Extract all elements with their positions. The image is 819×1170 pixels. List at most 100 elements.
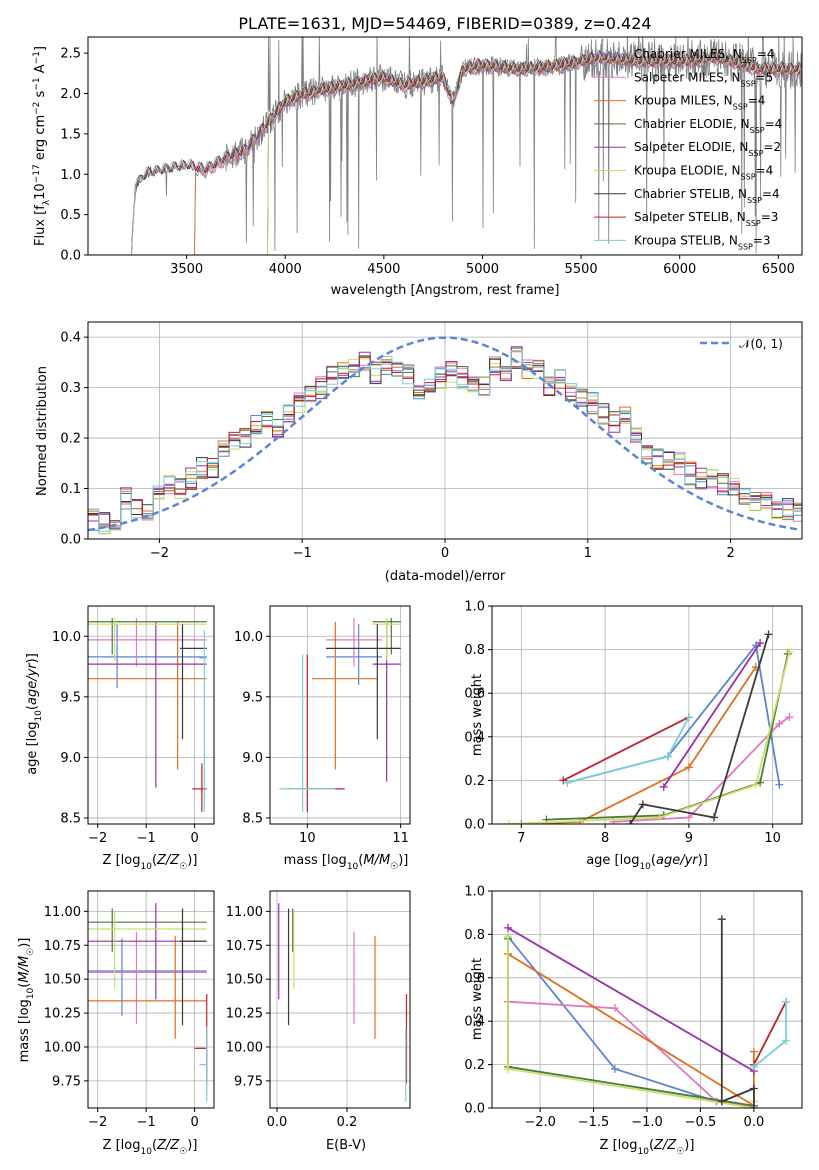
axes-residuals: −2 −1 0 1 2 0.0 0.1 0.2 0.3 0.4 [60, 321, 803, 561]
y-tick-label: 0.6 [464, 971, 485, 986]
plot-area [88, 618, 207, 812]
axes-mass_vs_ebv: 0.0 0.2 9.75 10.00 10.25 10.50 10.75 11.00 [226, 890, 411, 1130]
y-tick-label: 0.2 [464, 1058, 485, 1073]
weight-line-6 [508, 651, 791, 824]
axes-spectrum: 3500 4000 4500 5000 5500 6000 6500 0.0 0.5 1.0 1.5… [60, 36, 803, 277]
x-tick-label: −2 [88, 831, 107, 846]
weight-line-5 [663, 642, 761, 788]
legend-text: SSP [738, 242, 753, 251]
y-tick-label: 9.75 [52, 1074, 81, 1089]
legend-text: SSP [750, 125, 765, 134]
y-tick-label: 0.3 [60, 381, 81, 396]
legend-entry: Salpeter ELODIE, NSSP=2 [634, 140, 781, 158]
legend-text: Chabrier ELODIE, N [634, 117, 750, 131]
legend-entry: Chabrier STELIB, NSSP=4 [634, 187, 780, 205]
x-tick-label: 4000 [269, 262, 302, 277]
x-tick-label: 5500 [565, 262, 598, 277]
legend-entry: Salpeter MILES, NSSP=5 [634, 70, 773, 88]
weight-marker [775, 780, 784, 789]
text-part: 10 [140, 1147, 152, 1157]
x-tick-label: 3500 [170, 262, 203, 277]
y-axis-label: age [log10(age/yr)] [25, 653, 44, 775]
y-tick-label: 10.50 [44, 973, 81, 988]
text-part: ☉ [179, 862, 187, 872]
legend-text: Kroupa STELIB, N [634, 233, 738, 247]
text-part: ( [649, 1138, 654, 1153]
weight-marker [684, 763, 693, 772]
weight-marker [663, 752, 672, 761]
y-axis-label: Flux [fλ10−17 erg cm−2 s−1 A−1] [32, 46, 52, 246]
weight-marker [749, 1047, 758, 1056]
y-tick-label: 2.5 [60, 47, 81, 62]
y-tick-label: 10.25 [44, 1007, 81, 1022]
text-part: age [log [25, 722, 40, 775]
y-tick-label: 10.75 [226, 939, 263, 954]
legend-text: Chabrier MILES, N [634, 47, 742, 61]
text-part: 10 [34, 710, 44, 722]
weight-marker [563, 778, 572, 787]
text-part: λ [42, 199, 52, 205]
legend-text: SSP [741, 172, 756, 181]
text-part: M/M [363, 853, 390, 868]
y-tick-label: 1.5 [60, 127, 81, 142]
text-part: 10 [140, 862, 152, 872]
weight-marker [710, 813, 719, 822]
weight-marker [764, 630, 773, 639]
text-part: ( [651, 853, 656, 868]
weight-marker [684, 813, 693, 822]
model-spectrum-2 [194, 54, 802, 255]
weight-marker [717, 1097, 726, 1106]
legend-text: =4 [756, 164, 774, 178]
text-part: erg cm [33, 115, 48, 164]
legend-text: SSP [741, 79, 756, 88]
axes-frame [87, 890, 215, 1109]
y-tick-label: 0.0 [464, 1102, 485, 1117]
y-tick-label: 8.5 [242, 811, 263, 826]
text-part: 10 [33, 183, 48, 200]
weight-marker [781, 997, 790, 1006]
text-part: )] [684, 1138, 694, 1153]
plot-area [88, 336, 802, 535]
text-part: age/yr [656, 853, 699, 868]
x-tick-label: −1.0 [631, 1115, 663, 1130]
histogram-step-6 [88, 358, 802, 535]
weight-line-1 [567, 643, 781, 785]
weight-marker [749, 1062, 758, 1071]
legend-text: Salpeter ELODIE, N [634, 140, 748, 154]
weight-marker [504, 820, 513, 824]
x-tick-label: −1 [137, 1115, 156, 1130]
text-part: ☉ [676, 1147, 684, 1157]
legend-entry: Kroupa ELODIE, NSSP=4 [634, 164, 773, 182]
weight-marker [684, 713, 693, 722]
y-tick-label: 9.5 [60, 690, 81, 705]
x-tick-label: 4500 [367, 262, 400, 277]
y-tick-label: 9.0 [242, 751, 263, 766]
x-tick-label: 6500 [762, 262, 795, 277]
y-tick-label: 10.50 [226, 973, 263, 988]
text-part: 10 [637, 1147, 649, 1157]
x-tick-label: 6000 [663, 262, 696, 277]
axes-mass_weight_vs_age: 7 8 9 10 0.0 0.2 0.4 0.6 0.8 1.0 [464, 600, 803, 846]
plot-area [88, 903, 208, 1102]
y-axis-label: mass weight [470, 958, 485, 1040]
weight-marker [785, 713, 794, 722]
model-spectrum-7 [131, 50, 802, 255]
text-part: )] [398, 853, 408, 868]
legend-text: =4 [748, 94, 766, 108]
weight-marker [655, 813, 664, 822]
plot-area [504, 630, 794, 824]
chart-title: PLATE=1631, MJD=54469, FIBERID=0389, z=0… [238, 14, 651, 33]
x-tick-label: 7 [517, 831, 525, 846]
legend-text: =4 [757, 47, 775, 61]
text-part: −1 [32, 51, 42, 64]
text-part: s [33, 90, 48, 101]
x-tick-label: −2 [88, 1115, 107, 1130]
y-axis-label: mass weight [470, 674, 485, 756]
model-spectrum-6 [267, 50, 802, 255]
axes-frame [269, 605, 411, 825]
x-tick-label: 10 [299, 831, 316, 846]
legend-text: =2 [763, 140, 781, 154]
legend-entry: Salpeter STELIB, NSSP=3 [634, 210, 778, 228]
legend-text: =3 [761, 210, 779, 224]
axes-frame [87, 605, 215, 825]
